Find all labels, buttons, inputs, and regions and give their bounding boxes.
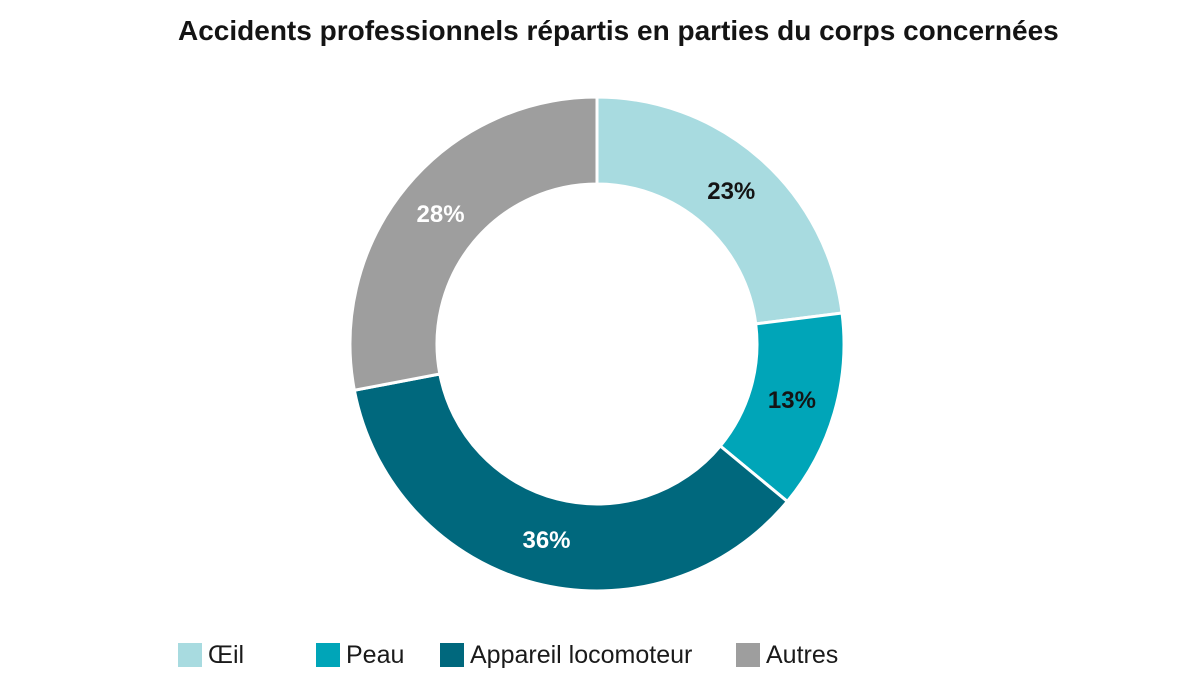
slice-label-appareil-locomoteur: 36% (522, 527, 570, 554)
slice-autres (348, 95, 599, 393)
slice-oeil (595, 95, 844, 326)
slice-appareil-locomoteur (352, 372, 790, 593)
legend-swatch-oeil (178, 643, 202, 667)
legend-item-oeil: Œil (178, 638, 244, 672)
chart-title: Accidents professionnels répartis en par… (178, 15, 1059, 46)
legend-label-peau: Peau (346, 640, 405, 669)
legend-label-appareil-locomoteur: Appareil locomoteur (470, 640, 693, 669)
legend-swatch-appareil-locomoteur (440, 643, 464, 667)
slices-group (348, 95, 846, 593)
slice-label-oeil: 23% (707, 178, 755, 205)
legend-item-autres: Autres (736, 638, 838, 672)
legend-swatch-peau (316, 643, 340, 667)
legend-item-peau: Peau (316, 638, 404, 672)
legend-item-appareil-locomoteur: Appareil locomoteur (440, 638, 692, 672)
legend-swatch-autres (736, 643, 760, 667)
legend-label-autres: Autres (766, 640, 839, 669)
slice-label-autres: 28% (417, 201, 465, 228)
legend-label-oeil: Œil (208, 640, 245, 669)
slice-labels-group: 23% 13% 36% 28% (417, 178, 816, 554)
slice-label-peau: 13% (768, 387, 816, 414)
